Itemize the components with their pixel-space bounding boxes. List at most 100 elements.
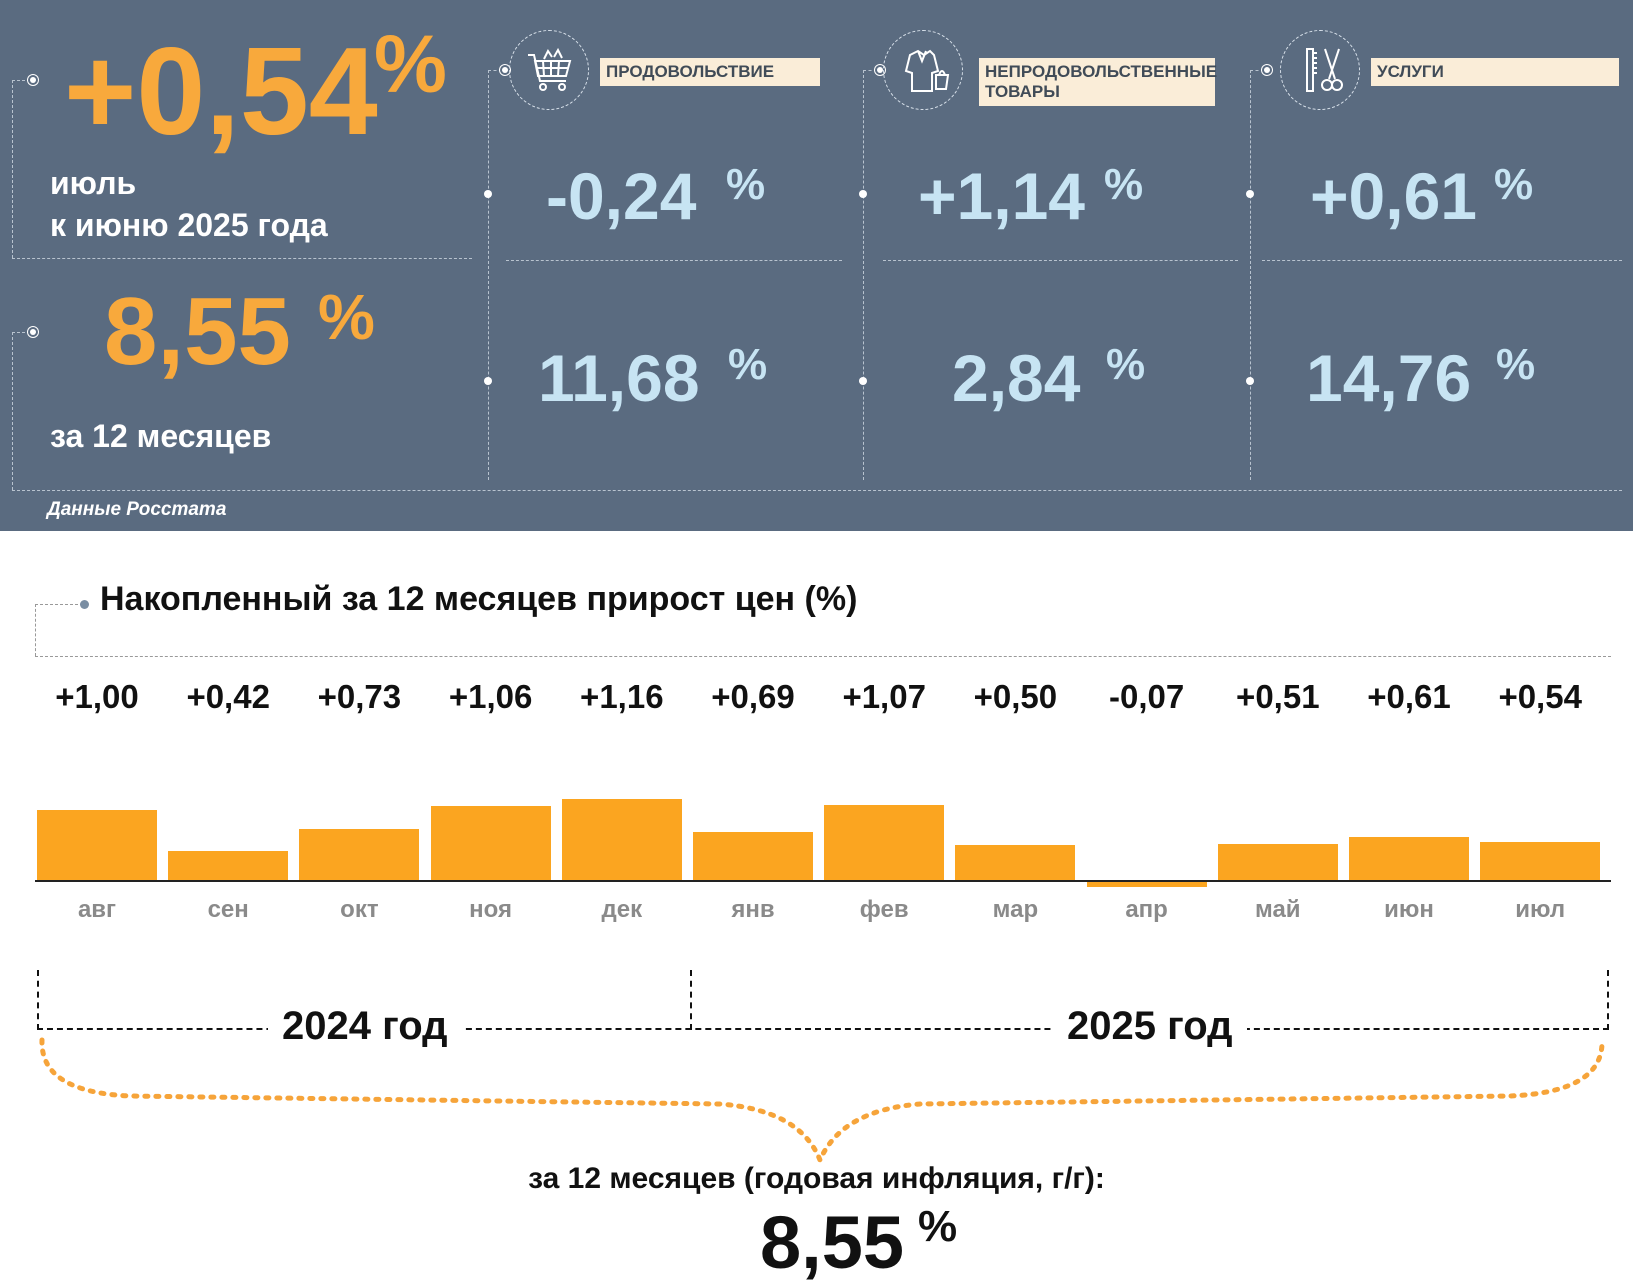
annual-caption: за 12 месяцев (годовая инфляция, г/г):: [528, 1162, 1105, 1195]
divider-line: [883, 260, 1238, 261]
bar-value-label: +0,61: [1367, 678, 1451, 715]
monthly-label-line2: к июню 2025 года: [50, 207, 328, 243]
food-icon-circle: [509, 30, 589, 110]
divider-line: [1262, 260, 1622, 261]
column-line: [863, 70, 864, 480]
bar-дек: [561, 798, 682, 880]
bullet-dot: [877, 67, 883, 73]
year-bracket-line: [37, 1028, 1609, 1030]
year-bracket-right: [1607, 970, 1609, 1030]
bar-фев: [824, 805, 945, 880]
divider-line: [506, 260, 842, 261]
bracket-line: [12, 332, 30, 333]
nonfood-monthly-pct: %: [1104, 160, 1144, 209]
column-line: [1250, 70, 1264, 71]
annual-summary-value: 8,55: [760, 1201, 905, 1284]
annual-inflation-pct: %: [318, 281, 375, 353]
services-icon-circle: [1280, 30, 1360, 110]
services-annual-value: 14,76: [1306, 341, 1472, 415]
bar-янв: [693, 831, 813, 880]
month-tick-label: сен: [207, 896, 249, 923]
annual-label: за 12 месяцев: [50, 418, 272, 454]
nonfood-monthly-value: +1,14: [918, 159, 1085, 233]
bullet-dot: [1246, 377, 1254, 385]
bar-окт: [299, 828, 420, 880]
food-annual-value: 11,68: [538, 341, 700, 415]
orange-brace: [39, 1037, 1605, 1166]
month-tick-label: июл: [1515, 896, 1566, 923]
chart-top-rule: [35, 656, 1611, 657]
month-tick-label: апр: [1125, 896, 1168, 923]
bullet-dot: [1246, 190, 1254, 198]
bar-value-label: +1,00: [55, 678, 139, 715]
monthly-inflation-value: +0,54: [64, 23, 378, 161]
monthly-label-line1: июль: [50, 165, 137, 201]
year-bracket-middle: [690, 970, 692, 1030]
monthly-inflation-pct: %: [374, 19, 447, 110]
divider-line: [12, 258, 472, 259]
bracket-line: [12, 332, 13, 490]
bar-value-label: +0,54: [1498, 678, 1582, 715]
chart-title: Накопленный за 12 месяцев прирост цен (%…: [100, 580, 858, 618]
bar-value-label: +0,42: [186, 678, 270, 715]
column-line: [488, 70, 489, 480]
bullet-dot: [1264, 67, 1270, 73]
food-monthly-value: -0,24: [546, 159, 697, 233]
column-line: [488, 70, 502, 71]
annual-summary-pct: %: [918, 1202, 958, 1251]
bracket-line: [12, 80, 13, 258]
nonfood-icon-circle: [883, 30, 963, 110]
month-tick-label: янв: [731, 896, 775, 923]
source-note: Данные Росстата: [47, 499, 227, 520]
category-nonfood-label: НЕПРОДОВОЛЬСТВЕННЫЕ ТОВАРЫ: [979, 58, 1217, 106]
bar-апр: [1086, 882, 1207, 887]
bar-value-label: +1,16: [580, 678, 664, 715]
bracket-line: [12, 80, 30, 81]
month-tick-label: ноя: [469, 896, 513, 923]
bar-value-label: +1,07: [842, 678, 926, 715]
bullet-dot: [859, 377, 867, 385]
food-annual-pct: %: [728, 340, 768, 389]
year-2024-label: 2024 год: [268, 1004, 462, 1049]
baseline-axis: [35, 880, 1611, 882]
title-bracket-line: [35, 604, 36, 656]
divider-line: [12, 490, 1622, 491]
services-monthly-value: +0,61: [1310, 159, 1477, 233]
bar-мар: [955, 845, 1076, 880]
title-bullet-dot: [80, 600, 89, 609]
bar-сен: [168, 850, 289, 880]
food-monthly-pct: %: [726, 160, 766, 209]
bullet-dot: [859, 190, 867, 198]
month-tick-label: май: [1255, 896, 1301, 923]
month-tick-label: дек: [601, 896, 643, 923]
comb-scissors-icon: [1306, 48, 1343, 92]
bar-value-label: +0,50: [973, 678, 1058, 715]
bar-value-label: -0,07: [1108, 678, 1185, 715]
bar-value-label: +0,73: [317, 678, 402, 715]
month-tick-label: авг: [77, 896, 117, 923]
bar-авг: [37, 810, 157, 880]
bar-июн: [1349, 837, 1469, 880]
year-2025-label: 2025 год: [1053, 1004, 1247, 1049]
bullet-dot: [502, 67, 508, 73]
month-tick-label: июн: [1384, 896, 1434, 923]
bar-value-label: +1,06: [448, 678, 533, 715]
category-food-label: ПРОДОВОЛЬСТВИЕ: [600, 58, 820, 86]
clothing-icon: [904, 49, 950, 92]
year-bracket-left: [37, 970, 39, 1030]
column-line: [1250, 70, 1251, 480]
annual-inflation-value: 8,55: [104, 278, 291, 385]
services-annual-pct: %: [1496, 340, 1536, 389]
month-tick-label: мар: [992, 896, 1039, 923]
bar-value-label: +0,51: [1236, 678, 1320, 715]
nonfood-annual-value: 2,84: [952, 341, 1081, 415]
month-tick-label: фев: [859, 896, 909, 923]
bullet-dot: [484, 377, 492, 385]
bar-июл: [1480, 842, 1601, 880]
bullet-dot: [30, 329, 36, 335]
month-tick-label: окт: [340, 896, 379, 923]
category-services-label: УСЛУГИ: [1371, 58, 1619, 86]
bar-value-label: +0,69: [711, 678, 795, 715]
title-bracket-line: [35, 604, 83, 605]
shopping-cart-icon: [528, 47, 572, 91]
